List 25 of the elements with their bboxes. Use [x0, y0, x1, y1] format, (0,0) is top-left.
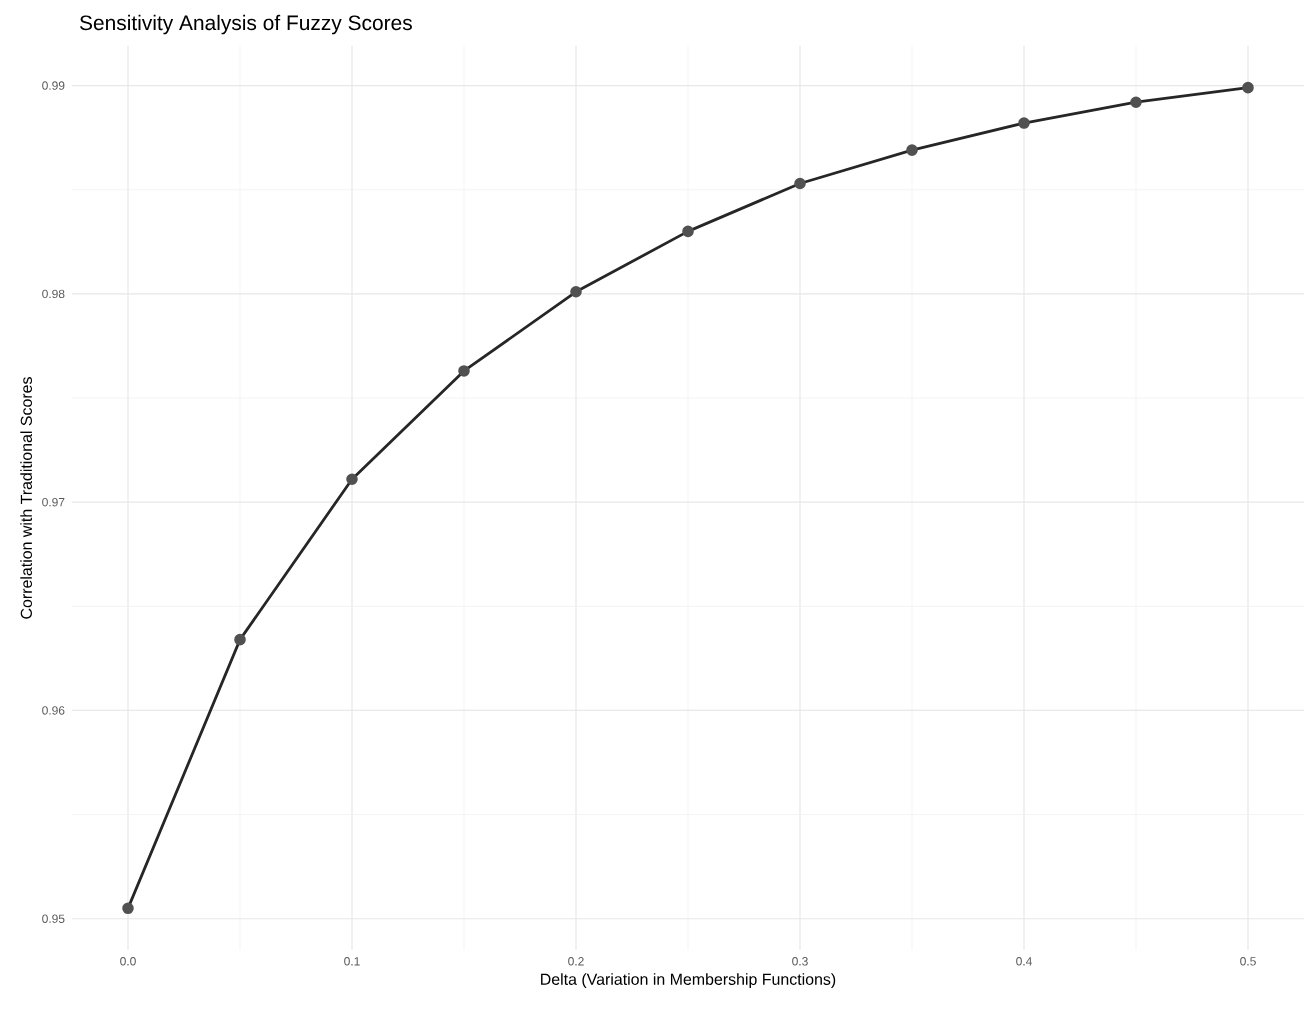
x-tick-label: 0.2: [568, 957, 584, 966]
point: [794, 177, 806, 190]
x-tick-label: 0.3: [792, 957, 808, 966]
y-tick-label: 0.98: [42, 289, 65, 299]
point: [458, 365, 470, 377]
chart-title: Sensitivity Analysis of Fuzzy Scores: [79, 14, 412, 35]
point: [122, 902, 134, 915]
point: [682, 225, 694, 238]
x-axis-title: Delta (Variation in Membership Functions): [541, 973, 836, 989]
point: [570, 286, 582, 298]
y-axis-title: Correlation with Traditional Scores: [20, 377, 32, 619]
point: [906, 144, 918, 156]
point: [346, 473, 358, 486]
y-tick-label: 0.96: [42, 706, 65, 715]
point: [1018, 117, 1030, 129]
x-tick-label: 0.5: [1240, 957, 1256, 966]
point: [1130, 96, 1142, 109]
point: [234, 633, 246, 646]
y-tick-label: 0.99: [42, 81, 65, 90]
point: [1242, 81, 1254, 94]
y-tick-label: 0.95: [42, 914, 65, 923]
y-tick-label: 0.97: [42, 497, 65, 507]
x-tick-label: 0.4: [1016, 957, 1032, 966]
x-tick-label: 0.0: [120, 957, 136, 966]
x-tick-label: 0.1: [344, 957, 360, 966]
